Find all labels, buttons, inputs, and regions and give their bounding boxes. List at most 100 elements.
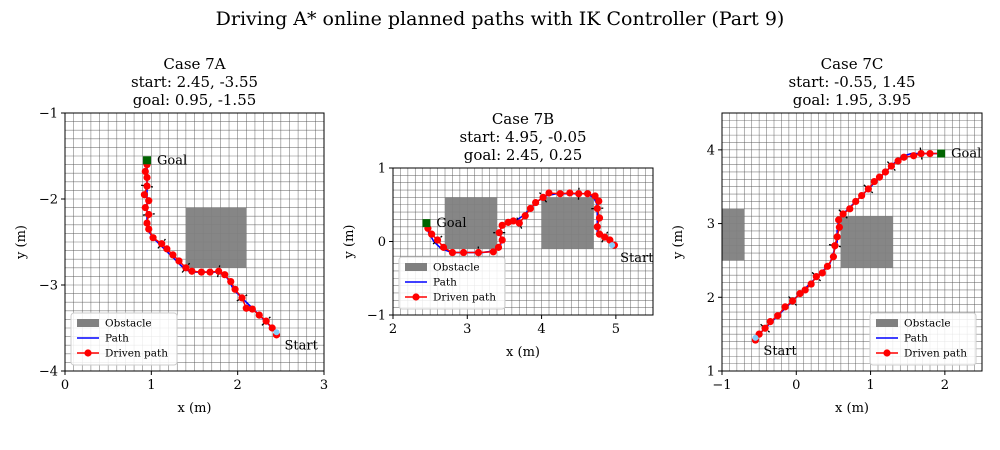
start-label: Start <box>620 251 654 266</box>
plot-area <box>722 113 982 371</box>
x-axis-label: x (m) <box>835 401 869 416</box>
y-axis-label: y (m) <box>342 225 357 260</box>
x-axis-label: x (m) <box>506 345 540 360</box>
driven-point <box>870 177 878 186</box>
y-tick-label: −1 <box>367 309 386 324</box>
driven-point <box>818 269 826 277</box>
y-tick-label: 3 <box>707 217 715 232</box>
driven-point <box>268 324 276 332</box>
legend-entry-label: Driven path <box>105 348 168 360</box>
driven-point <box>448 248 457 257</box>
driven-point <box>231 285 239 293</box>
driven-point <box>143 182 151 190</box>
legend-entry-label: Driven path <box>433 292 496 304</box>
goal-label: Goal <box>157 153 187 168</box>
x-tick-label: 0 <box>61 378 69 393</box>
driven-point <box>766 318 774 326</box>
goal-marker <box>143 156 152 165</box>
driven-point <box>846 205 854 213</box>
legend-obstacle-swatch <box>876 319 898 327</box>
driven-point <box>761 324 769 332</box>
y-tick-label: −4 <box>39 365 58 380</box>
x-axis-label: x (m) <box>178 401 212 416</box>
driven-point <box>788 297 797 305</box>
x-tick-label: 1 <box>866 378 874 393</box>
driven-point <box>439 243 448 251</box>
y-tick-label: −2 <box>39 193 58 208</box>
legend-obstacle-swatch <box>405 263 427 271</box>
driven-point <box>143 219 151 227</box>
start-label: Start <box>763 344 797 359</box>
obstacle <box>722 208 745 261</box>
subplot-title-line: goal: 0.95, -1.55 <box>133 91 257 109</box>
driven-point <box>433 236 442 244</box>
driven-point <box>595 197 603 205</box>
obstacle <box>445 197 497 249</box>
legend-entry-label: Driven path <box>904 348 967 360</box>
legend-entry-label: Path <box>433 277 457 289</box>
legend-entry-label: Obstacle <box>904 318 951 330</box>
driven-point <box>835 223 843 231</box>
driven-point <box>881 168 890 176</box>
x-tick-label: −1 <box>712 378 731 393</box>
driven-point <box>521 212 529 220</box>
driven-point <box>215 267 223 275</box>
legend-entry-label: Obstacle <box>433 262 480 274</box>
driven-point <box>175 257 183 265</box>
driven-point <box>545 189 553 197</box>
obstacle <box>185 207 247 268</box>
obstacle <box>541 197 594 249</box>
driven-point <box>801 286 809 294</box>
driven-point <box>428 230 436 238</box>
legend-driven-marker <box>84 349 92 357</box>
driven-point <box>206 268 214 276</box>
driven-point <box>807 280 815 288</box>
driven-point <box>145 225 153 233</box>
goal-marker <box>937 149 946 158</box>
driven-point <box>504 218 512 226</box>
subplot-title-line: goal: 2.45, 0.25 <box>464 146 583 164</box>
driven-point <box>255 311 263 319</box>
legend: Obstacle Path Driven path <box>70 312 178 366</box>
legend: Obstacle Path Driven path <box>869 312 977 366</box>
driven-point <box>494 243 503 251</box>
driven-point <box>474 248 483 257</box>
driven-point <box>829 253 838 261</box>
driven-point <box>498 236 506 244</box>
driven-point <box>887 162 895 170</box>
goal-label: Goal <box>436 216 466 231</box>
start-label: Start <box>285 338 319 353</box>
driven-point <box>515 219 523 227</box>
driven-point <box>864 185 872 193</box>
driven-point <box>593 204 601 213</box>
legend-entry-label: Path <box>105 333 129 345</box>
driven-point <box>839 210 847 218</box>
legend-entry-label: Path <box>904 333 928 345</box>
driven-point <box>917 149 925 158</box>
legend-driven-marker <box>412 293 420 301</box>
y-axis-label: y (m) <box>671 225 686 260</box>
driven-point <box>526 204 535 213</box>
driven-point <box>910 152 918 160</box>
driven-point <box>584 190 592 198</box>
driven-point <box>143 173 151 182</box>
driven-point <box>575 190 583 198</box>
driven-point <box>852 197 860 206</box>
driven-point <box>182 264 190 272</box>
figure-title: Driving A* online planned paths with IK … <box>216 8 785 30</box>
driven-point <box>595 214 604 222</box>
driven-point <box>158 240 166 248</box>
y-tick-label: 4 <box>707 143 715 158</box>
driven-point <box>227 277 235 286</box>
driven-point <box>833 233 841 241</box>
driven-point <box>242 304 250 312</box>
driven-point <box>145 197 153 205</box>
subplot-title-line: start: 4.95, -0.05 <box>459 128 586 146</box>
driven-point <box>248 305 256 313</box>
subplot-title-line: Case 7A <box>163 55 225 73</box>
start-marker <box>752 334 759 341</box>
driven-point <box>595 230 604 238</box>
